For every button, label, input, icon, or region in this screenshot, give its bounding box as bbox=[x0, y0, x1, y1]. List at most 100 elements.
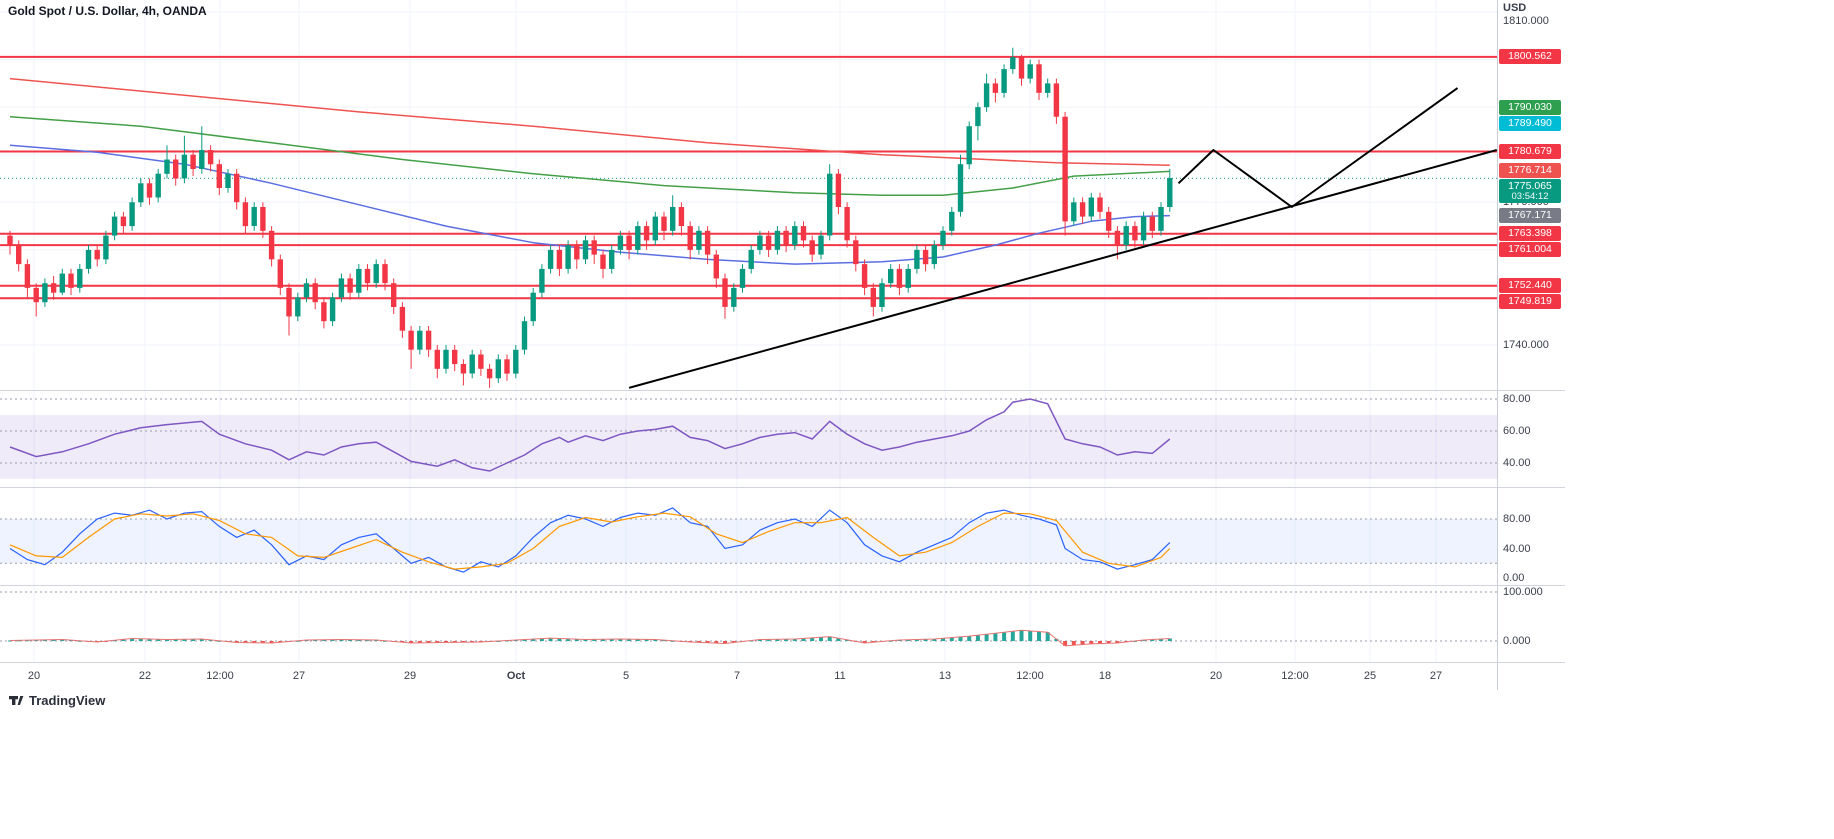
tradingview-logo[interactable]: TradingView bbox=[8, 692, 105, 708]
momentum-bar bbox=[199, 639, 204, 641]
candle-body bbox=[617, 235, 624, 250]
momentum-bar bbox=[1106, 641, 1111, 644]
candle-body bbox=[748, 249, 754, 269]
price-scale-currency: USD bbox=[1503, 2, 1527, 14]
candle-body bbox=[652, 216, 658, 241]
momentum-bar bbox=[557, 638, 562, 641]
time-label: 11 bbox=[834, 670, 845, 682]
momentum-bar bbox=[383, 640, 387, 642]
candle-body bbox=[50, 283, 57, 293]
momentum-bar bbox=[1098, 641, 1102, 644]
momentum-bar bbox=[208, 639, 213, 641]
momentum-bar bbox=[923, 639, 928, 641]
candle-body bbox=[687, 226, 693, 250]
momentum-bar bbox=[77, 640, 82, 642]
time-label: 22 bbox=[139, 670, 151, 682]
candle-body bbox=[146, 183, 153, 198]
candle-body bbox=[495, 359, 501, 379]
candle-body bbox=[1045, 83, 1051, 93]
price-level-badge: 1780.679 bbox=[1499, 144, 1561, 159]
candle-body bbox=[242, 202, 249, 227]
time-label: 12:00 bbox=[1281, 670, 1309, 682]
momentum-bar bbox=[1167, 638, 1172, 641]
momentum-bar bbox=[801, 638, 806, 641]
momentum-bar bbox=[967, 636, 972, 641]
time-axis[interactable]: 20 22 12:00 27 29 Oct 5 7 11 13 12:00 18 20 12:00 25 27 bbox=[28, 670, 1442, 682]
candle-body bbox=[391, 283, 397, 307]
candle-body bbox=[931, 245, 937, 265]
candle-body bbox=[957, 164, 964, 212]
momentum-bar bbox=[670, 640, 675, 642]
candle-body bbox=[774, 230, 781, 250]
rsi-band bbox=[0, 415, 1497, 479]
candle-body bbox=[818, 235, 824, 255]
candle-body bbox=[626, 235, 632, 250]
candle-body bbox=[295, 297, 301, 317]
price-scale[interactable]: USD 1810.0001770.0001740.00080.0060.0040… bbox=[1497, 0, 1565, 690]
candle-body bbox=[731, 287, 737, 307]
momentum-bar bbox=[784, 639, 789, 641]
stochastic-k-line bbox=[9, 507, 1171, 573]
candle-body bbox=[251, 207, 257, 226]
momentum-bar bbox=[958, 636, 963, 641]
candle-body bbox=[678, 207, 685, 226]
price-level-badge: 1761.004 bbox=[1499, 242, 1561, 258]
momentum-bar bbox=[112, 640, 117, 642]
momentum-bar bbox=[348, 639, 353, 641]
projection-zigzag[interactable] bbox=[1177, 87, 1459, 208]
candle-body bbox=[739, 268, 746, 288]
momentum-bar bbox=[461, 641, 466, 643]
momentum-bar bbox=[775, 639, 780, 641]
candle-body bbox=[704, 230, 711, 255]
candle-body bbox=[356, 268, 362, 293]
candle-body bbox=[1062, 116, 1068, 222]
momentum-bar bbox=[234, 641, 239, 643]
candle-body bbox=[452, 349, 458, 365]
momentum-bar bbox=[452, 641, 457, 643]
momentum-bar bbox=[1089, 641, 1094, 644]
momentum-bar bbox=[121, 639, 126, 641]
momentum-bar bbox=[984, 634, 989, 641]
momentum-bar bbox=[25, 640, 30, 642]
momentum-bar bbox=[723, 641, 727, 644]
candle-body bbox=[138, 183, 144, 203]
candle-body bbox=[792, 226, 798, 246]
price-level-badge: 1800.562 bbox=[1499, 49, 1561, 65]
candle-body bbox=[574, 245, 580, 260]
ascending-trendline[interactable] bbox=[628, 149, 1498, 389]
candle-body bbox=[757, 235, 763, 250]
momentum-bar bbox=[1037, 631, 1041, 641]
candle-body bbox=[1053, 83, 1060, 117]
candle-body bbox=[513, 349, 519, 374]
candle-body bbox=[504, 359, 510, 374]
candle-body bbox=[16, 245, 22, 265]
candle-body bbox=[417, 330, 423, 350]
momentum-bar bbox=[1071, 641, 1076, 646]
momentum-bar bbox=[147, 639, 152, 641]
candle-body bbox=[844, 207, 850, 241]
candle-body bbox=[582, 240, 589, 260]
momentum-bar bbox=[1150, 639, 1155, 641]
momentum-bar bbox=[156, 639, 161, 641]
momentum-bar bbox=[627, 639, 632, 641]
scale-tick-label: 80.00 bbox=[1503, 393, 1531, 405]
momentum-bar bbox=[1002, 632, 1007, 641]
candle-body bbox=[190, 154, 196, 169]
candle-body bbox=[530, 292, 536, 322]
candle-body bbox=[277, 259, 283, 288]
momentum-bar bbox=[173, 639, 178, 641]
momentum-bar bbox=[182, 639, 187, 641]
candle-body bbox=[1158, 207, 1164, 231]
momentum-bar bbox=[810, 637, 815, 641]
scale-tick-label: 0.000 bbox=[1503, 635, 1531, 647]
candle-body bbox=[207, 150, 214, 165]
momentum-bar bbox=[993, 633, 998, 641]
momentum-bar bbox=[138, 638, 143, 641]
chart-plot-area[interactable]: 20 22 12:00 27 29 Oct 5 7 11 13 12:00 18 20 12:00 25 27 bbox=[0, 0, 1565, 690]
candle-body bbox=[905, 268, 911, 288]
candle-body bbox=[24, 264, 31, 288]
candle-body bbox=[260, 207, 266, 231]
momentum-bar bbox=[260, 641, 265, 643]
candle-body bbox=[696, 230, 702, 250]
time-label: 25 bbox=[1364, 670, 1376, 682]
